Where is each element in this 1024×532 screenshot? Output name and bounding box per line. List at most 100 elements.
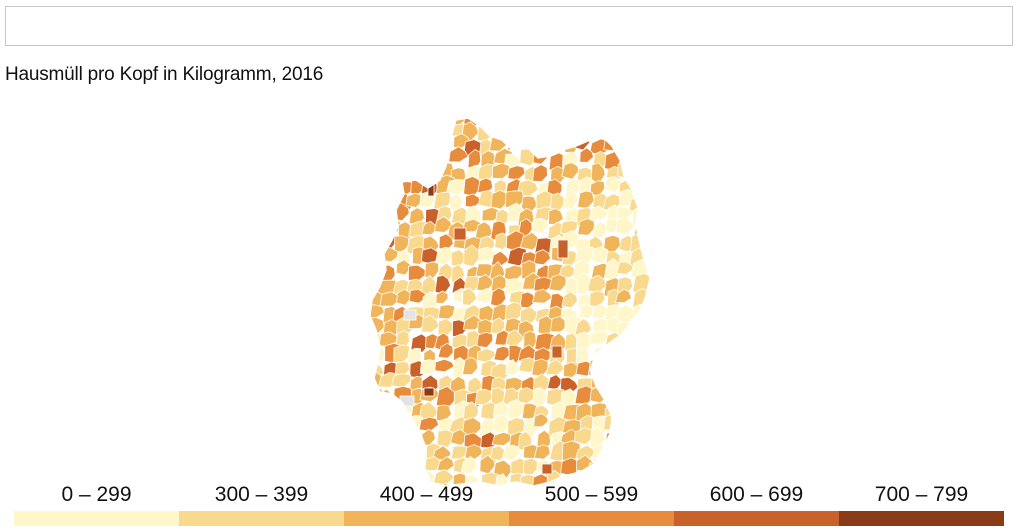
district-shape[interactable]: [605, 110, 626, 123]
district-shape[interactable]: [399, 395, 415, 407]
district-shape[interactable]: [634, 375, 653, 392]
district-shape[interactable]: [340, 385, 355, 399]
district-shape[interactable]: [663, 135, 677, 152]
district-shape[interactable]: [396, 457, 414, 472]
district-shape[interactable]: [367, 221, 384, 239]
district-shape[interactable]: [630, 432, 651, 448]
district-shape[interactable]: [541, 463, 553, 475]
district-shape[interactable]: [660, 222, 680, 240]
district-shape[interactable]: [591, 110, 608, 123]
district-shape[interactable]: [579, 147, 594, 163]
district-shape[interactable]: [391, 124, 412, 139]
district-shape[interactable]: [390, 163, 410, 182]
district-shape[interactable]: [434, 358, 455, 373]
district-shape[interactable]: [340, 317, 353, 334]
district-shape[interactable]: [507, 165, 526, 181]
district-shape[interactable]: [393, 445, 413, 462]
district-shape[interactable]: [403, 309, 417, 321]
district-shape[interactable]: [632, 165, 647, 184]
district-shape[interactable]: [340, 262, 354, 279]
district-shape[interactable]: [355, 237, 368, 253]
district-shape[interactable]: [643, 405, 660, 423]
district-shape[interactable]: [617, 403, 634, 419]
district-shape[interactable]: [350, 293, 369, 312]
district-shape[interactable]: [340, 191, 358, 208]
district-shape[interactable]: [530, 110, 549, 125]
district-shape[interactable]: [409, 163, 428, 181]
district-shape[interactable]: [382, 138, 403, 157]
district-shape[interactable]: [423, 387, 435, 397]
district-shape[interactable]: [663, 207, 679, 227]
district-shape[interactable]: [384, 110, 399, 126]
district-shape[interactable]: [340, 405, 355, 424]
district-shape[interactable]: [340, 344, 355, 365]
district-shape[interactable]: [521, 120, 542, 141]
district-shape[interactable]: [352, 401, 367, 418]
district-shape[interactable]: [664, 232, 678, 249]
district-shape[interactable]: [648, 175, 664, 192]
district-shape[interactable]: [594, 346, 613, 366]
district-shape[interactable]: [367, 344, 388, 364]
district-shape[interactable]: [621, 134, 639, 152]
district-shape[interactable]: [643, 123, 663, 145]
district-shape[interactable]: [631, 416, 650, 436]
district-shape[interactable]: [618, 372, 639, 390]
district-shape[interactable]: [464, 193, 481, 208]
district-shape[interactable]: [557, 239, 569, 259]
district-shape[interactable]: [645, 372, 665, 390]
district-shape[interactable]: [601, 456, 620, 472]
district-shape[interactable]: [673, 279, 680, 296]
district-shape[interactable]: [676, 261, 680, 279]
district-shape[interactable]: [532, 164, 548, 182]
district-shape[interactable]: [365, 304, 385, 319]
district-shape[interactable]: [587, 461, 607, 481]
district-shape[interactable]: [505, 123, 522, 140]
district-shape[interactable]: [366, 414, 382, 436]
district-shape[interactable]: [547, 139, 567, 155]
district-shape[interactable]: [561, 162, 580, 180]
district-shape[interactable]: [661, 388, 677, 404]
district-shape[interactable]: [341, 289, 357, 304]
district-shape[interactable]: [674, 336, 680, 352]
district-shape[interactable]: [462, 356, 479, 375]
district-shape[interactable]: [381, 399, 395, 415]
district-shape[interactable]: [618, 431, 640, 446]
district-shape[interactable]: [663, 376, 680, 391]
district-shape[interactable]: [642, 386, 663, 407]
district-shape[interactable]: [675, 304, 680, 319]
district-shape[interactable]: [396, 428, 412, 449]
district-shape[interactable]: [614, 288, 632, 304]
district-shape[interactable]: [351, 342, 371, 364]
district-shape[interactable]: [490, 287, 507, 308]
district-shape[interactable]: [661, 123, 675, 136]
district-shape[interactable]: [367, 316, 385, 336]
district-shape[interactable]: [436, 482, 453, 500]
district-shape[interactable]: [490, 317, 506, 334]
district-shape[interactable]: [408, 443, 425, 461]
district-shape[interactable]: [364, 180, 386, 199]
district-shape[interactable]: [647, 110, 666, 121]
district-shape[interactable]: [559, 220, 578, 235]
district-shape[interactable]: [340, 153, 351, 170]
district-shape[interactable]: [635, 402, 654, 421]
district-shape[interactable]: [643, 164, 663, 181]
district-shape[interactable]: [523, 457, 539, 476]
district-shape[interactable]: [370, 261, 385, 279]
district-shape[interactable]: [406, 134, 425, 153]
district-shape[interactable]: [422, 162, 438, 183]
district-shape[interactable]: [647, 314, 664, 337]
district-shape[interactable]: [562, 189, 578, 211]
district-shape[interactable]: [424, 261, 440, 279]
district-shape[interactable]: [676, 461, 680, 477]
district-shape[interactable]: [363, 403, 380, 422]
district-shape[interactable]: [648, 416, 664, 437]
district-shape[interactable]: [676, 177, 680, 195]
district-shape[interactable]: [676, 153, 680, 166]
district-shape[interactable]: [354, 329, 374, 345]
district-shape[interactable]: [367, 249, 385, 266]
district-shape[interactable]: [615, 412, 636, 435]
district-shape[interactable]: [575, 347, 590, 364]
district-shape[interactable]: [633, 454, 650, 477]
district-shape[interactable]: [391, 373, 412, 388]
district-shape[interactable]: [676, 163, 680, 180]
